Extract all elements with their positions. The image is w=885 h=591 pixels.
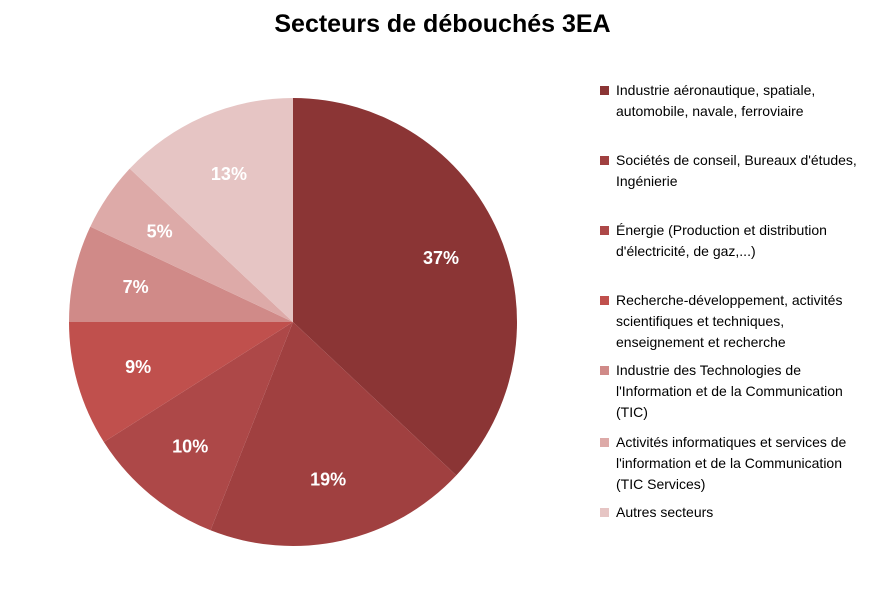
legend-label: Recherche-développement, activités scient… xyxy=(616,292,843,350)
slice-data-label-2: 19% xyxy=(310,469,346,489)
slice-data-label-5: 7% xyxy=(123,277,149,297)
legend-label: Industrie aéronautique, spatiale, automob… xyxy=(616,82,816,119)
legend-label: Industrie des Technologies de l'Informati… xyxy=(616,362,843,420)
slice-data-label-1: 37% xyxy=(423,248,459,268)
slice-data-label-4: 9% xyxy=(125,357,151,377)
legend-swatch xyxy=(600,226,609,235)
pie-slice-7 xyxy=(129,98,293,322)
slice-data-label-6: 5% xyxy=(147,221,173,241)
pie-slice-5 xyxy=(69,226,293,322)
pie-slice-1 xyxy=(293,98,517,476)
legend-label: Activités informatiques et services de l'… xyxy=(616,434,847,492)
legend-swatch xyxy=(600,366,609,375)
legend-swatch xyxy=(600,156,609,165)
chart-title: Secteurs de débouchés 3EA xyxy=(274,10,611,38)
slice-data-label-7: 13% xyxy=(211,164,247,184)
legend-label: Sociétés de conseil, Bureaux d'études, In… xyxy=(616,152,857,189)
pie-slice-6 xyxy=(90,168,293,322)
legend-swatch xyxy=(600,296,609,305)
legend-label: Énergie (Production et distribution d'éle… xyxy=(616,222,827,259)
legend-swatch xyxy=(600,438,609,447)
legend-swatch xyxy=(600,508,609,517)
pie-slice-2 xyxy=(210,322,457,546)
legend-label: Autres secteurs xyxy=(616,504,714,520)
legend-swatch xyxy=(600,86,609,95)
pie-slice-4 xyxy=(69,322,293,443)
pie-slice-3 xyxy=(103,322,293,531)
slice-data-label-3: 10% xyxy=(172,436,208,456)
